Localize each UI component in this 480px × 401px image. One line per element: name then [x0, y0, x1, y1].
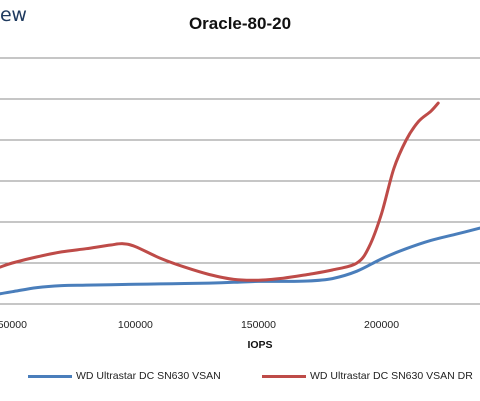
- x-tick-label: 200000: [364, 319, 399, 331]
- x-axis-title: IOPS: [247, 339, 272, 351]
- gridlines: [0, 57, 480, 305]
- legend-label-sn630-vsan: WD Ultrastar DC SN630 VSAN: [76, 370, 221, 382]
- series-line-1: [0, 101, 440, 282]
- series-layer: [0, 101, 480, 296]
- x-tick-label: 50000: [0, 319, 27, 331]
- legend: WD Ultrastar DC SN630 VSAN WD Ultrastar …: [0, 370, 480, 390]
- legend-label-sn630-vsan-dr: WD Ultrastar DC SN630 VSAN DR: [310, 370, 473, 382]
- legend-item-sn630-vsan: WD Ultrastar DC SN630 VSAN: [28, 370, 221, 382]
- chart-title: Oracle-80-20: [188, 14, 292, 33]
- x-tick-label: 150000: [241, 319, 276, 331]
- series-line-0: [0, 226, 480, 296]
- legend-item-sn630-vsan-dr: WD Ultrastar DC SN630 VSAN DR: [262, 370, 473, 382]
- legend-swatch-sn630-vsan-dr: [262, 374, 306, 378]
- x-tick-label: 100000: [118, 319, 153, 331]
- x-tick-labels: 50000 100000 150000 200000: [0, 319, 399, 331]
- legend-swatch-sn630-vsan: [28, 374, 72, 378]
- logo-wordmark: ew: [0, 4, 27, 26]
